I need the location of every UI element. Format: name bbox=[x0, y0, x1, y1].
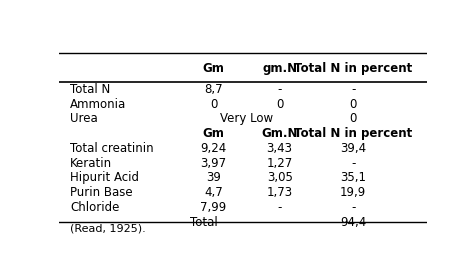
Text: 7,99: 7,99 bbox=[201, 201, 227, 214]
Text: 3,97: 3,97 bbox=[201, 157, 227, 170]
Text: 0: 0 bbox=[276, 98, 283, 111]
Text: -: - bbox=[351, 201, 356, 214]
Text: Total creatinin: Total creatinin bbox=[70, 142, 154, 155]
Text: -: - bbox=[277, 201, 282, 214]
Text: 3,05: 3,05 bbox=[267, 172, 292, 184]
Text: Hipurit Acid: Hipurit Acid bbox=[70, 172, 139, 184]
Text: Very Low: Very Low bbox=[220, 113, 273, 126]
Text: (Read, 1925).: (Read, 1925). bbox=[70, 223, 146, 234]
Text: Gm: Gm bbox=[202, 62, 225, 75]
Text: 1,73: 1,73 bbox=[266, 186, 293, 199]
Text: Keratin: Keratin bbox=[70, 157, 112, 170]
Text: 0: 0 bbox=[349, 98, 357, 111]
Text: Gm.N: Gm.N bbox=[261, 127, 298, 140]
Text: 39,4: 39,4 bbox=[340, 142, 366, 155]
Text: 35,1: 35,1 bbox=[340, 172, 366, 184]
Text: Total N: Total N bbox=[70, 83, 110, 96]
Text: Purin Base: Purin Base bbox=[70, 186, 133, 199]
Text: -: - bbox=[351, 83, 356, 96]
Text: Urea: Urea bbox=[70, 113, 98, 126]
Text: Gm: Gm bbox=[202, 127, 225, 140]
Text: gm.N: gm.N bbox=[262, 62, 297, 75]
Text: 19,9: 19,9 bbox=[340, 186, 366, 199]
Text: 39: 39 bbox=[206, 172, 221, 184]
Text: 1,27: 1,27 bbox=[266, 157, 293, 170]
Text: -: - bbox=[351, 157, 356, 170]
Text: 3,43: 3,43 bbox=[267, 142, 292, 155]
Text: Total: Total bbox=[191, 216, 218, 229]
Text: Ammonia: Ammonia bbox=[70, 98, 127, 111]
Text: 94,4: 94,4 bbox=[340, 216, 366, 229]
Text: Chloride: Chloride bbox=[70, 201, 119, 214]
Text: 4,7: 4,7 bbox=[204, 186, 223, 199]
Text: Total N in percent: Total N in percent bbox=[294, 62, 412, 75]
Text: -: - bbox=[277, 83, 282, 96]
Text: 0: 0 bbox=[210, 98, 217, 111]
Text: 9,24: 9,24 bbox=[201, 142, 227, 155]
Text: 8,7: 8,7 bbox=[204, 83, 223, 96]
Text: 0: 0 bbox=[349, 113, 357, 126]
Text: Total N in percent: Total N in percent bbox=[294, 127, 412, 140]
